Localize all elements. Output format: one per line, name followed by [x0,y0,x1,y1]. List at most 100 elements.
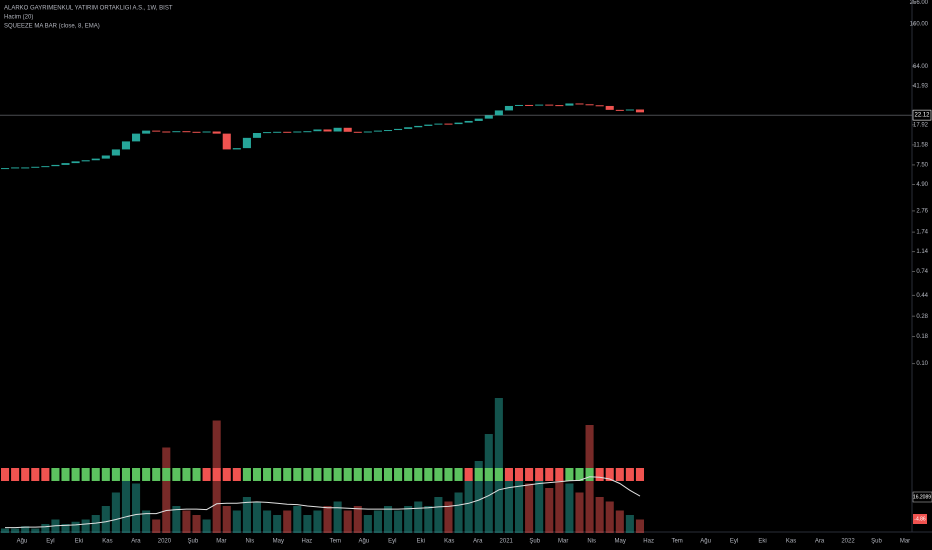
volume-bar [625,515,634,533]
volume-bar [454,492,463,533]
squeeze-square [313,468,322,481]
squeeze-square [635,468,644,481]
candle [41,166,50,168]
x-tick-label: Haz [643,539,654,545]
volume-bar [363,515,372,533]
x-tick-label: Nis [587,539,596,545]
squeeze-square [71,468,80,481]
volume-bar [353,506,362,533]
volume-bar [242,497,251,533]
candle [51,164,60,167]
squeeze-square [383,468,393,481]
squeeze-square [444,468,453,481]
candle [162,131,171,133]
volume-bar [514,479,524,533]
squeeze-square [565,468,574,481]
y-tick-label: 2.76 [916,208,928,214]
squeeze-square [61,468,70,481]
squeeze-square [202,468,211,481]
candle [283,131,292,133]
candle [605,105,614,110]
y-tick-label: 4.90 [916,182,928,188]
y-tick-label: 256.00 [910,0,929,6]
x-tick-label: Ara [473,539,483,545]
squeeze-square [424,468,433,481]
volume-bar [21,526,30,533]
volume-bar [343,510,352,533]
candle [555,105,564,107]
indicator-name: SQUEEZE MA BAR (close, 8, EMA) [4,24,100,30]
squeeze-square [11,468,20,481]
volume-bar [615,510,624,533]
candle [61,163,70,165]
volume-bar [71,521,80,533]
squeeze-square [494,468,503,481]
candle [545,104,554,106]
volume-bar [91,515,100,533]
volume-bar [444,501,453,533]
squeeze-square [555,468,564,481]
candle [464,120,473,123]
squeeze-square [585,468,594,481]
volume-bar [101,506,110,533]
squeeze-square [504,468,513,481]
squeeze-value-label: -4.86 [914,516,926,522]
volume-bar [373,510,382,533]
squeeze-square [142,468,151,481]
squeeze-square [81,468,90,481]
volume-bar [41,524,50,533]
candle [101,155,110,159]
x-tick-label: Kas [102,539,112,545]
x-tick-label: Mar [216,539,226,545]
y-tick-label: 0.10 [916,361,928,367]
y-tick-label: 0.74 [916,269,928,275]
candle [182,131,191,133]
candle [192,131,201,133]
squeeze-square [333,468,342,481]
candle [81,160,90,162]
squeeze-square [293,468,302,481]
y-tick-label: 1.74 [916,230,928,236]
volume-bar [424,506,433,533]
volume-bar [303,515,312,533]
volume-bar [535,474,544,533]
squeeze-square [323,468,332,481]
x-tick-label: Haz [302,539,313,545]
candle [353,131,362,133]
volume-bar [565,483,574,533]
x-tick-label: Mar [558,539,568,545]
volume-bar [31,528,40,533]
candle [232,148,241,150]
x-tick-label: Eki [75,539,83,545]
candle [444,123,453,125]
squeeze-square [525,468,534,481]
squeeze-square [212,468,221,481]
squeeze-square [152,468,161,481]
x-tick-label: Ağu [700,539,711,545]
squeeze-square [404,468,413,481]
x-tick-label: 2022 [841,539,855,545]
candle [635,109,644,113]
squeeze-square [514,468,524,481]
candle [252,133,262,138]
x-tick-label: Ara [131,539,141,545]
candle [333,127,342,132]
x-tick-label: May [614,539,625,545]
squeeze-square [252,468,262,481]
candle [525,104,534,106]
volume-bar [404,506,413,533]
volume-bar [545,488,554,533]
candle [383,130,393,132]
volume-bar [222,506,231,533]
x-tick-label: Ağu [358,539,369,545]
squeeze-square [303,468,312,481]
squeeze-square [1,468,10,481]
candle [394,128,403,131]
candle [1,168,10,170]
volume-bar [464,479,473,533]
candle [303,131,312,133]
volume-bar [252,501,262,533]
volume-bar [434,497,443,533]
candle [595,105,604,107]
